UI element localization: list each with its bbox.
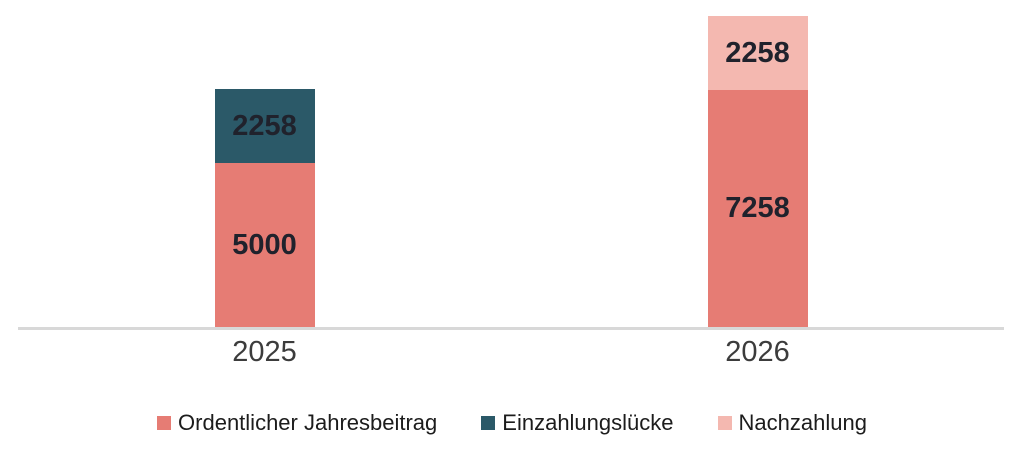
legend-swatch-icon bbox=[481, 416, 496, 430]
x-axis-labels: 2025 2026 bbox=[18, 336, 1004, 369]
bar-2026: 2258 7258 bbox=[707, 16, 808, 327]
legend-swatch-icon bbox=[717, 416, 732, 430]
bar-segment: 7258 bbox=[707, 90, 808, 327]
bar-value-label: 2258 bbox=[232, 109, 297, 142]
bar-value-label: 5000 bbox=[232, 228, 297, 261]
bar-value-label: 2258 bbox=[725, 36, 790, 69]
legend: Ordentlicher Jahresbeitrag Einzahlungslü… bbox=[0, 410, 1024, 436]
legend-label: Nachzahlung bbox=[738, 410, 867, 435]
legend-item-ordentlicher-jahresbeitrag: Ordentlicher Jahresbeitrag bbox=[157, 410, 437, 436]
bar-value-label: 7258 bbox=[725, 192, 790, 224]
bar-segment: 5000 bbox=[214, 163, 315, 327]
bar-segment: 2258 bbox=[214, 89, 315, 163]
bar-segment: 2258 bbox=[707, 16, 808, 90]
legend-label: Einzahlungslücke bbox=[502, 410, 674, 435]
x-axis-line bbox=[18, 327, 1004, 330]
plot-area: 2258 5000 2258 7258 bbox=[18, 0, 1004, 327]
category-slot-2025: 2258 5000 bbox=[18, 0, 511, 327]
x-axis-label-2025: 2025 bbox=[232, 336, 297, 368]
legend-label: Ordentlicher Jahresbeitrag bbox=[178, 410, 438, 435]
legend-item-einzahlungsluecke: Einzahlungslücke bbox=[481, 410, 674, 436]
legend-item-nachzahlung: Nachzahlung bbox=[717, 410, 867, 436]
legend-swatch-icon bbox=[157, 416, 172, 430]
x-axis-label-2026: 2026 bbox=[725, 336, 790, 368]
category-slot-2026: 2258 7258 bbox=[511, 0, 1004, 327]
bar-2025: 2258 5000 bbox=[214, 89, 315, 327]
